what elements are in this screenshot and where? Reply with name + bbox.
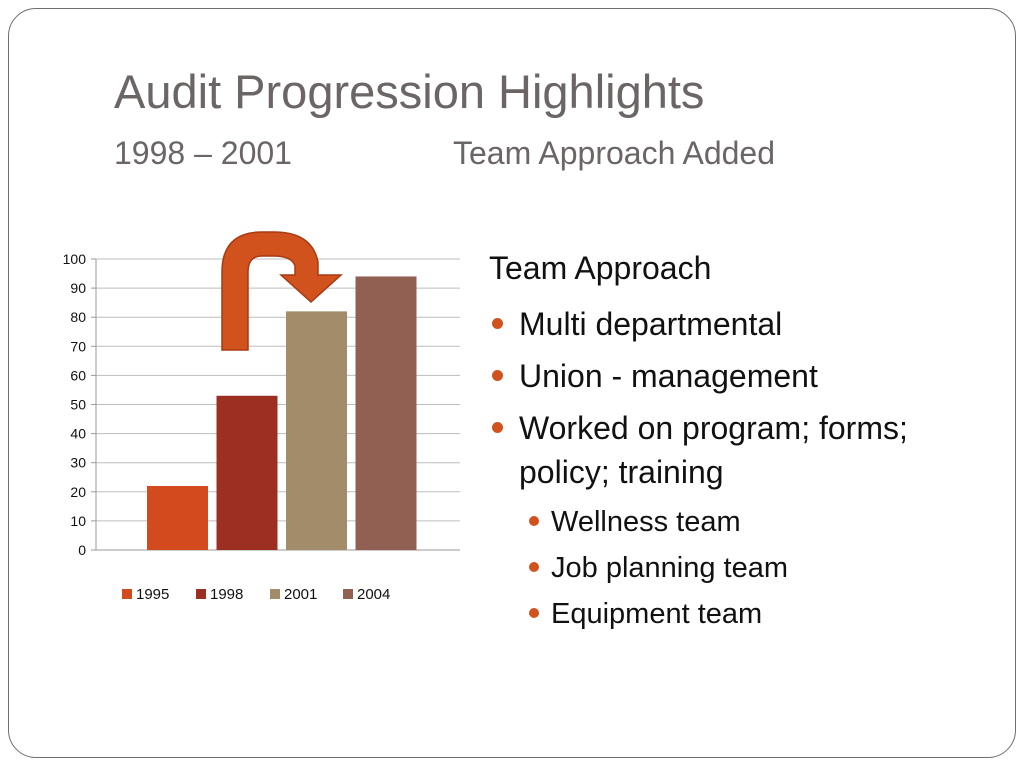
y-tick-label: 40 bbox=[70, 426, 86, 442]
curved-arrow-icon bbox=[221, 231, 343, 351]
y-tick-label: 10 bbox=[70, 513, 86, 529]
slide-subtitle-note: Team Approach Added bbox=[453, 135, 776, 171]
y-tick-label: 80 bbox=[70, 309, 86, 325]
bullet-item: Union - management bbox=[489, 354, 989, 398]
bullet-text: Worked on program; forms; policy; traini… bbox=[519, 410, 908, 490]
bullet-text: Multi departmental bbox=[519, 306, 783, 342]
bullet-text: Equipment team bbox=[551, 598, 763, 630]
y-tick-label: 0 bbox=[78, 542, 86, 558]
legend-label: 1995 bbox=[136, 586, 169, 603]
bullet-item: Multi departmental bbox=[489, 302, 989, 346]
bar-1998 bbox=[216, 395, 278, 550]
bullet-text: Job planning team bbox=[551, 552, 788, 584]
y-tick-label: 90 bbox=[70, 280, 86, 296]
legend-label: 1998 bbox=[210, 586, 243, 603]
slide-subtitle-period: 1998 – 2001 bbox=[114, 135, 292, 171]
legend-swatch bbox=[270, 589, 280, 599]
legend-label: 2001 bbox=[284, 586, 317, 603]
bullet-item: Worked on program; forms; policy; traini… bbox=[489, 406, 989, 494]
bullet-text: Union - management bbox=[519, 358, 818, 394]
slide-title: Audit Progression Highlights bbox=[114, 65, 705, 118]
slide-frame bbox=[8, 8, 1016, 758]
bullet-heading: Team Approach bbox=[489, 250, 712, 286]
y-tick-label: 20 bbox=[70, 484, 86, 500]
sub-bullet-item: Equipment team bbox=[489, 594, 989, 634]
bar-2004 bbox=[355, 276, 417, 550]
bullet-dot-icon bbox=[492, 318, 503, 329]
bullet-text: Wellness team bbox=[551, 506, 741, 538]
sub-bullet-item: Wellness team bbox=[489, 502, 989, 542]
bullet-dot-icon bbox=[529, 562, 539, 572]
bar-2001 bbox=[286, 311, 347, 550]
bullet-dot-icon bbox=[529, 516, 539, 526]
bullet-dot-icon bbox=[492, 370, 503, 381]
y-tick-label: 60 bbox=[70, 367, 86, 383]
legend-label: 2004 bbox=[357, 586, 390, 603]
legend-swatch bbox=[343, 589, 353, 599]
legend-swatch bbox=[196, 589, 206, 599]
y-tick-label: 70 bbox=[70, 338, 86, 354]
y-tick-label: 30 bbox=[70, 455, 86, 471]
legend-swatch bbox=[122, 589, 132, 599]
bullet-dot-icon bbox=[529, 608, 539, 618]
bullet-list: Team Approach Multi departmental Union -… bbox=[489, 248, 989, 640]
bar-1995 bbox=[147, 485, 208, 550]
bullet-dot-icon bbox=[492, 422, 503, 433]
y-tick-label: 50 bbox=[70, 397, 86, 413]
y-tick-label: 100 bbox=[63, 251, 87, 267]
sub-bullet-item: Job planning team bbox=[489, 548, 989, 588]
